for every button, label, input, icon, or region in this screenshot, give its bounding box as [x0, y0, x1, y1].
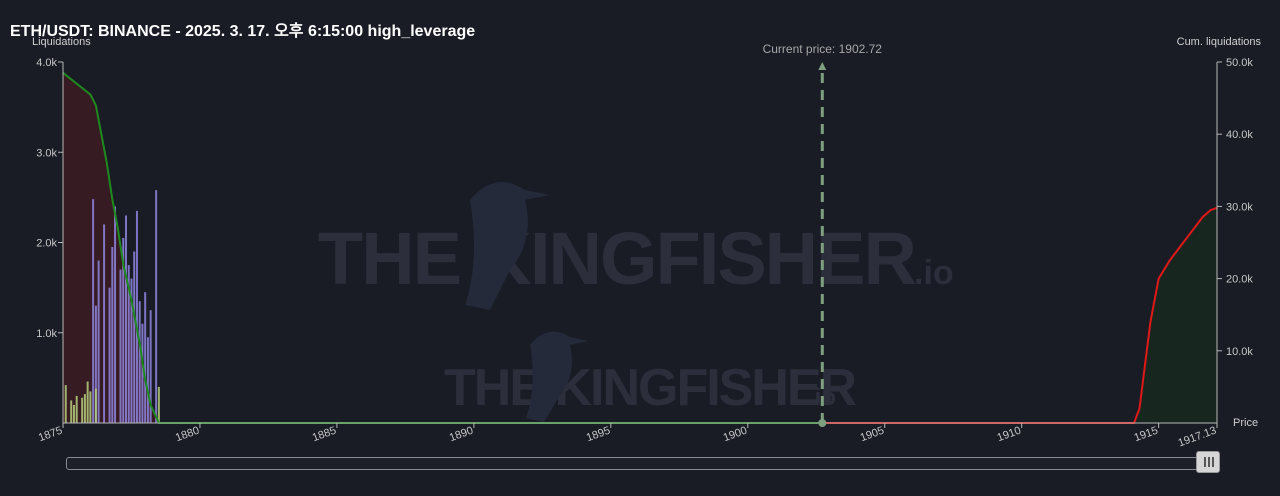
liq-bar-0-7 [130, 278, 133, 423]
right-tick-label: 30.0k [1226, 201, 1253, 213]
watermark-suffix-large: .io [914, 254, 954, 292]
x-tick-label: 1890 [448, 425, 475, 445]
current-price-dot [818, 419, 827, 427]
liq-bar-1-1 [70, 400, 73, 423]
cum-line-3 [822, 206, 1218, 424]
x-tick-label: 1917.13 [1177, 425, 1218, 450]
left-axis-label: Liquidations [32, 36, 91, 48]
grip-icon [1204, 457, 1214, 467]
right-axis-label: Cum. liquidations [1177, 36, 1262, 48]
liq-bar-0-5 [119, 269, 122, 423]
x-tick-label: 1905 [859, 425, 886, 445]
x-tick-label: 1915 [1133, 425, 1160, 445]
liq-bar-0-19 [127, 265, 130, 423]
liq-bar-0-6 [125, 215, 128, 423]
kingfisher-bird-icon-small [526, 331, 588, 422]
long-cum-fill [1134, 207, 1217, 423]
liq-bar-1-2 [75, 395, 78, 423]
liq-bar-0-8 [135, 210, 138, 423]
liq-bar-1-4 [86, 381, 89, 423]
cumulative-lines [62, 72, 1218, 424]
liq-bar-0-4 [114, 206, 117, 423]
x-tick-label: 1900 [722, 425, 749, 445]
liq-bar-0-15 [144, 292, 147, 423]
liq-bar-0-0 [92, 199, 95, 423]
liq-bar-1-9 [157, 386, 160, 423]
liq-bar-0-1 [97, 260, 100, 423]
arrow-up-icon [818, 62, 827, 70]
liq-bar-0-10 [94, 305, 97, 423]
x-tick-label: 1895 [585, 425, 612, 445]
liquidation-bars [64, 190, 160, 423]
left-tick-label: 3.0k [36, 147, 57, 159]
liq-bar-1-5 [89, 391, 92, 423]
current-price-marker: Current price: 1902.72 [763, 42, 883, 427]
liq-bar-1-3 [81, 397, 84, 423]
zoom-scrollbar[interactable] [66, 457, 1220, 470]
x-tick-label: 1875 [37, 425, 64, 445]
current-price-label: Current price: 1902.72 [763, 42, 883, 56]
liq-bar-1-7 [72, 404, 75, 423]
liq-bar-1-6 [94, 388, 97, 423]
liq-bar-0-13 [133, 251, 136, 423]
liq-bar-0-3 [108, 287, 111, 423]
left-tick-label: 1.0k [36, 328, 57, 340]
liq-bar-0-16 [149, 310, 152, 423]
liq-bar-0-14 [138, 301, 141, 423]
liq-bar-1-8 [83, 394, 86, 423]
right-tick-label: 10.0k [1226, 346, 1253, 358]
liq-bar-0-12 [122, 237, 125, 423]
liq-bar-0-17 [155, 190, 158, 423]
liq-bar-1-0 [64, 385, 67, 423]
liq-bar-0-2 [103, 224, 106, 423]
x-tick-label: 1880 [174, 425, 201, 445]
liq-bar-0-11 [111, 247, 114, 423]
liq-bar-0-9 [141, 323, 144, 423]
x-axis-label: Price [1233, 417, 1258, 429]
watermark-text-small: THE KINGFISHER [444, 359, 857, 417]
right-tick-label: 50.0k [1226, 57, 1253, 69]
x-tick-label: 1885 [311, 425, 338, 445]
right-tick-label: 40.0k [1226, 129, 1253, 141]
chart-title: ETH/USDT: BINANCE - 2025. 3. 17. 오후 6:15… [10, 23, 476, 40]
scroll-handle[interactable] [1196, 451, 1220, 473]
kingfisher-bird-icon [465, 182, 550, 310]
watermark-text-large: THE KINGFISHER [318, 217, 915, 300]
left-tick-label: 4.0k [36, 57, 57, 69]
liq-bar-0-18 [146, 337, 149, 423]
right-tick-label: 20.0k [1226, 274, 1253, 286]
x-tick-label: 1910 [996, 425, 1023, 445]
left-tick-label: 2.0k [36, 238, 57, 250]
